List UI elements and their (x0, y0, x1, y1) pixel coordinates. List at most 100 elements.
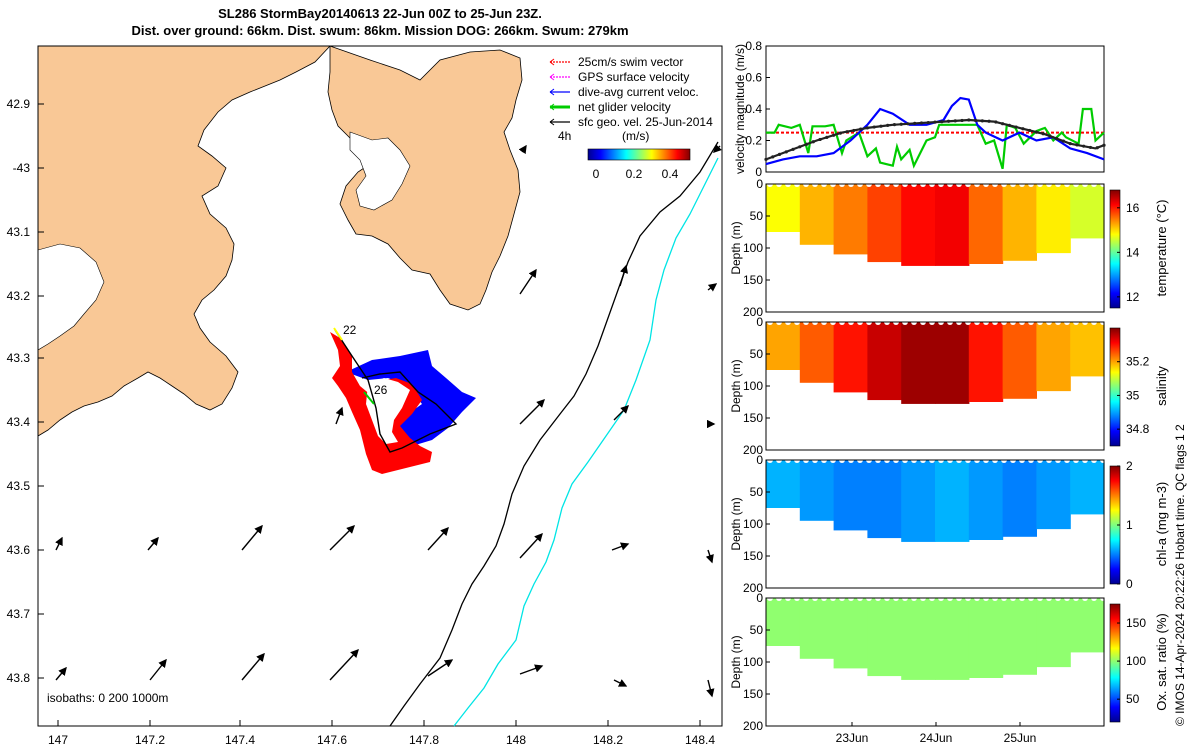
section-ytick-label: 100 (743, 655, 763, 669)
velocity-series-point (892, 123, 897, 127)
map-ytick-label: 43.2 (7, 289, 31, 303)
map-ytick-label: 43.1 (7, 225, 31, 239)
velocity-arrow (613, 405, 629, 421)
figure-title-line1: SL286 StormBay20140613 22-Jun 00Z to 25-… (218, 6, 542, 21)
section-cell (799, 598, 835, 659)
section-ytick-label: 200 (743, 581, 763, 595)
map-xtick-label: 148.2 (593, 733, 623, 747)
map-ytick-label: 43.4 (7, 415, 31, 429)
velocity-series-point (1021, 127, 1025, 131)
isobath-1000m-line (389, 141, 719, 727)
section-ytick-label: 0 (756, 177, 763, 191)
section-cell (1002, 184, 1037, 261)
section-ytick-label: 200 (743, 305, 763, 319)
section-cell (833, 460, 868, 531)
velocity-arrow (519, 268, 537, 295)
velocity-series-point (946, 119, 951, 123)
velocity-series-point (980, 119, 984, 123)
legend-label: 25cm/s swim vector (578, 55, 683, 69)
section-cell (1002, 598, 1037, 675)
vel-ylabel: velocity magnitude (m/s) (733, 44, 747, 174)
section-cell (1002, 322, 1037, 399)
velocity-arrow (55, 666, 67, 681)
legend-arrowhead (549, 88, 555, 96)
section-cell (968, 598, 1004, 678)
map-xtick-label: 147.6 (317, 733, 347, 747)
velocity-arrow (613, 679, 628, 687)
velocity-series-point (784, 150, 788, 154)
velocity-series-point (1068, 142, 1072, 146)
section-cell (766, 184, 801, 232)
velocity-arrow (518, 144, 527, 155)
time-scale-label: 4h (558, 129, 571, 143)
velocity-axes (765, 45, 1105, 173)
legend-label: net glider velocity (578, 100, 671, 114)
section-panel: 0 50 100 150 200 Depth (m) 12 14 16 temperature (… (729, 177, 1169, 319)
cbar-tick-label: 0 (1126, 577, 1133, 591)
velocity-series-point (1055, 137, 1059, 141)
legend-arrowhead (549, 58, 555, 66)
copyright-note: © IMOS 14-Apr-2024 20:22:26 Hobart time.… (1173, 424, 1187, 726)
section-cell (968, 184, 1004, 264)
section-cell (1036, 598, 1071, 668)
vel-ytick-label: 0.8 (745, 39, 762, 53)
section-cell (799, 322, 835, 383)
map-ytick-label: 43.3 (7, 351, 31, 365)
velocity-arrow (335, 406, 344, 425)
section-cell (1036, 322, 1071, 392)
section-cell (1002, 460, 1037, 537)
velocity-arrow (241, 524, 263, 551)
section-ytick-label: 100 (743, 517, 763, 531)
tasman-land (38, 46, 331, 437)
section-ytick-label: 50 (750, 485, 764, 499)
vel-ytick-label: 0.2 (745, 134, 762, 148)
cbar-tick-label: 35.2 (1126, 355, 1150, 369)
section-ytick-label: 100 (743, 241, 763, 255)
cbar-tick-label: 12 (1126, 290, 1140, 304)
legend-arrowhead (549, 103, 555, 111)
section-cell (935, 598, 970, 680)
velocity-series-line (765, 96, 1105, 166)
velocity-series-point (818, 137, 822, 142)
velocity-series-point (1061, 139, 1066, 143)
cbar-label: temperature (°C) (1154, 200, 1169, 297)
map-ytick-label: 42.9 (7, 97, 31, 111)
section-cell (935, 322, 970, 404)
section-cell (799, 460, 835, 521)
section-ytick-label: 150 (743, 549, 763, 563)
velocity-series-point (865, 126, 870, 130)
section-ytick-label: 50 (750, 347, 764, 361)
section-xtick-label: 24Jun (920, 731, 953, 745)
velocity-series-point (987, 119, 991, 123)
velocity-arrow (519, 532, 543, 559)
velocity-series-point (1001, 122, 1005, 126)
section-cell (1070, 184, 1105, 239)
cbar-label: salinity (1154, 366, 1169, 406)
legend-label: sfc geo. vel. 25-Jun-2014 (578, 115, 713, 129)
section-ytick-label: 100 (743, 379, 763, 393)
velocity-series-point (764, 157, 768, 161)
section-ytick-label: 50 (750, 623, 764, 637)
sfc-velocity-arrows (55, 144, 722, 698)
net-glider-path (334, 329, 458, 453)
colorbar-tick-1: 0.2 (626, 167, 643, 181)
map-xtick-label: 147 (48, 733, 68, 747)
section-cell (968, 460, 1004, 540)
section-cell (901, 322, 936, 404)
section-ytick-label: 50 (750, 209, 764, 223)
velocity-arrow (427, 659, 454, 677)
cbar-tick-label: 50 (1126, 692, 1140, 706)
glider-track: 22 26 (330, 323, 476, 474)
isobaths-label: isobaths: 0 200 1000m (47, 691, 168, 705)
section-panel: 0 50 100 150 200 Depth (m) 0 1 2 chl-a (mg m-3) (729, 453, 1169, 595)
map-ytick-label: 43.8 (7, 671, 31, 685)
section-ytick-label: 150 (743, 273, 763, 287)
bay-water (349, 131, 411, 211)
speed-colorbar (587, 148, 691, 161)
section-ytick-label: 0 (756, 591, 763, 605)
section-cell (766, 460, 801, 508)
figure-title-line2: Dist. over ground: 66km. Dist. swum: 86k… (131, 23, 629, 38)
section-cell (1036, 184, 1071, 254)
velocity-series-point (777, 152, 782, 156)
